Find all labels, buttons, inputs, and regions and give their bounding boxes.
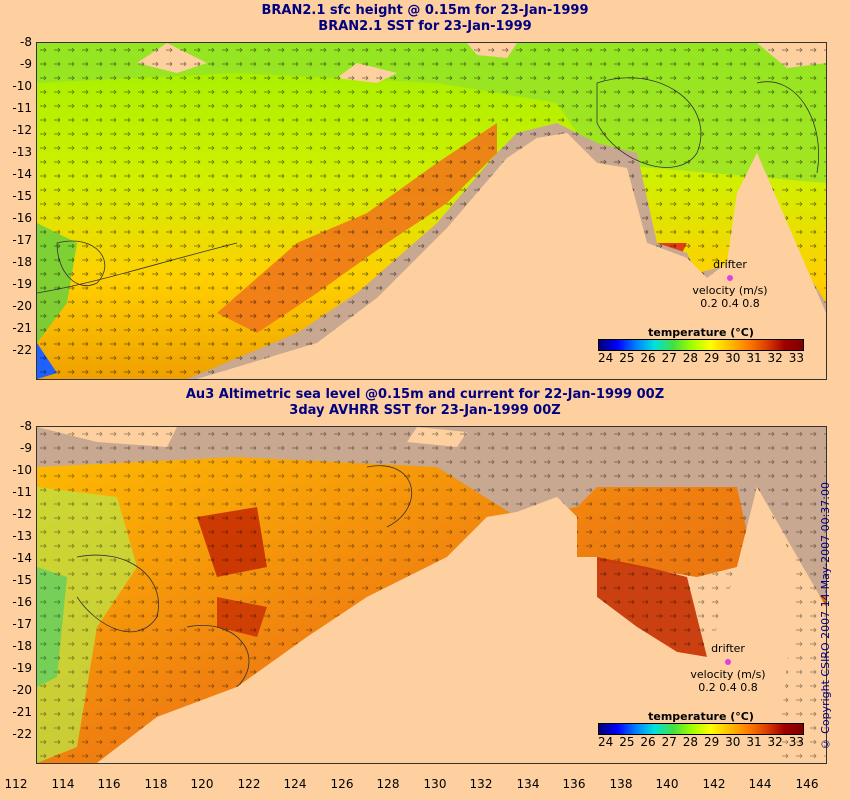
velocity-label: velocity (m/s): [692, 284, 768, 297]
colorbar-tick: 30: [725, 735, 741, 749]
lon-tick: 118: [144, 777, 168, 791]
lon-tick: 144: [748, 777, 772, 791]
bottom-lat-tick: -16: [12, 595, 32, 609]
colorbar-tick: 26: [640, 735, 656, 749]
bottom-lat-tick: -20: [12, 683, 32, 697]
colorbar-tick: 25: [619, 351, 635, 365]
colorbar-gradient: [598, 723, 804, 735]
lon-tick: 140: [655, 777, 679, 791]
bottom-map-canvas: [37, 427, 826, 763]
colorbar-tick: 33: [788, 735, 804, 749]
colorbar-tick: 31: [746, 735, 762, 749]
top-lat-tick: -13: [12, 145, 32, 159]
bottom-drifter-legend: drifter velocity (m/s) 0.2 0.4 0.8: [688, 642, 768, 694]
bottom-colorbar: temperature (°C) 24 25 26 27 28 29 30 31…: [598, 710, 804, 749]
colorbar-tick: 29: [703, 735, 720, 749]
lon-tick: 112: [4, 777, 28, 791]
colorbar-tick: 26: [640, 351, 656, 365]
drifter-marker-icon: [725, 659, 731, 665]
colorbar-tick: 28: [682, 735, 699, 749]
top-lat-tick: -16: [12, 211, 32, 225]
top-lat-tick: -8: [20, 35, 32, 49]
bottom-lat-tick: -13: [12, 529, 32, 543]
bottom-lat-tick: -21: [12, 705, 32, 719]
bottom-lat-tick: -14: [12, 551, 32, 565]
bottom-lat-tick: -19: [12, 661, 32, 675]
top-lat-tick: -21: [12, 321, 32, 335]
top-title-line2: BRAN2.1 SST for 23-Jan-1999: [318, 19, 532, 34]
lon-tick: 120: [190, 777, 214, 791]
top-lat-tick: -22: [12, 343, 32, 357]
colorbar-tick: 32: [767, 351, 783, 365]
top-lat-tick: -11: [12, 101, 32, 115]
colorbar-tick: 31: [746, 351, 762, 365]
colorbar-gradient: [598, 339, 804, 351]
colorbar-tick: 27: [661, 351, 677, 365]
lon-tick: 116: [97, 777, 121, 791]
colorbar-tick: 29: [703, 351, 720, 365]
lon-tick: 126: [330, 777, 354, 791]
drifter-label: drifter: [711, 642, 745, 655]
bottom-title-line1: Au3 Altimetric sea level @0.15m and curr…: [185, 387, 665, 402]
top-title-line1: BRAN2.1 sfc height @ 0.15m for 23-Jan-19…: [261, 3, 589, 18]
bottom-lat-tick: -18: [12, 639, 32, 653]
velocity-scale: 0.2 0.4 0.8: [700, 297, 760, 310]
top-lat-tick: -9: [20, 57, 32, 71]
top-lat-tick: -15: [12, 189, 32, 203]
colorbar-ticks: 24 25 26 27 28 29 30 31 32 33: [598, 735, 804, 749]
lon-tick: 142: [702, 777, 726, 791]
bottom-lat-tick: -8: [20, 419, 32, 433]
lon-tick: 136: [562, 777, 586, 791]
bottom-lat-tick: -12: [12, 507, 32, 521]
drifter-label: drifter: [713, 258, 747, 271]
lon-tick: 128: [376, 777, 400, 791]
top-colorbar: temperature (°C) 24 25 26 27 28 29 30 31…: [598, 326, 804, 365]
lon-tick: 146: [795, 777, 819, 791]
bottom-lat-tick: -11: [12, 485, 32, 499]
lon-tick: 122: [237, 777, 261, 791]
copyright-notice: © Copyright CSIRO 2007 14-May-2007 00:37…: [819, 481, 832, 750]
top-lat-tick: -14: [12, 167, 32, 181]
colorbar-tick: 28: [682, 351, 699, 365]
top-lat-tick: -18: [12, 255, 32, 269]
lon-tick: 138: [609, 777, 633, 791]
bottom-lat-tick: -15: [12, 573, 32, 587]
drifter-marker-icon: [727, 275, 733, 281]
lon-tick: 124: [283, 777, 307, 791]
colorbar-tick: 32: [767, 735, 783, 749]
top-lat-tick: -19: [12, 277, 32, 291]
bottom-map-panel: [36, 426, 827, 764]
lon-tick: 132: [469, 777, 493, 791]
lon-tick: 130: [423, 777, 447, 791]
bottom-lat-tick: -22: [12, 727, 32, 741]
top-map-panel: [36, 42, 827, 380]
colorbar-tick: 25: [619, 735, 635, 749]
lon-tick: 134: [516, 777, 540, 791]
colorbar-tick: 24: [598, 351, 614, 365]
colorbar-tick: 30: [725, 351, 741, 365]
top-map-canvas: [37, 43, 826, 379]
colorbar-tick: 27: [661, 735, 677, 749]
top-lat-tick: -12: [12, 123, 32, 137]
top-drifter-legend: drifter velocity (m/s) 0.2 0.4 0.8: [690, 258, 770, 310]
colorbar-title: temperature (°C): [648, 326, 754, 339]
colorbar-tick: 24: [598, 735, 614, 749]
velocity-label: velocity (m/s): [690, 668, 766, 681]
lon-tick: 114: [51, 777, 75, 791]
colorbar-ticks: 24 25 26 27 28 29 30 31 32 33: [598, 351, 804, 365]
bottom-title-line2: 3day AVHRR SST for 23-Jan-1999 00Z: [289, 403, 561, 418]
colorbar-tick: 33: [788, 351, 804, 365]
colorbar-title: temperature (°C): [648, 710, 754, 723]
top-lat-tick: -20: [12, 299, 32, 313]
velocity-scale: 0.2 0.4 0.8: [698, 681, 758, 694]
top-lat-tick: -17: [12, 233, 32, 247]
bottom-lat-tick: -17: [12, 617, 32, 631]
bottom-lat-tick: -9: [20, 441, 32, 455]
bottom-lat-tick: -10: [12, 463, 32, 477]
top-lat-tick: -10: [12, 79, 32, 93]
